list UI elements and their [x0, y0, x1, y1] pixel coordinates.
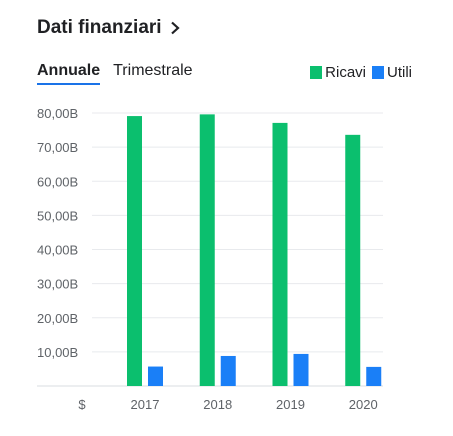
x-tick-label: 2020 [349, 397, 378, 412]
y-unit-label: $ [78, 397, 86, 412]
y-tick-label: 70,00B [37, 140, 78, 155]
y-tick-label: 80,00B [37, 106, 78, 121]
legend-item-revenue: Ricavi [310, 64, 366, 81]
x-tick-label: 2017 [131, 397, 160, 412]
chart-legend: Ricavi Utili [304, 64, 412, 81]
tab-annual[interactable]: Annuale [37, 62, 101, 85]
bar-revenue [127, 116, 142, 386]
legend-label-profit: Utili [387, 64, 412, 81]
section-title: Dati finanziari [37, 17, 162, 38]
y-tick-label: 30,00B [37, 277, 78, 292]
x-tick-label: 2019 [276, 397, 305, 412]
legend-swatch-profit [372, 66, 384, 79]
y-tick-label: 20,00B [37, 311, 78, 326]
y-tick-label: 40,00B [37, 243, 78, 258]
y-tick-label: 10,00B [37, 345, 78, 360]
legend-swatch-revenue [310, 66, 323, 79]
bar-profit [293, 353, 309, 386]
bar-profit [220, 355, 236, 386]
chevron-right-icon [170, 21, 180, 35]
tab-quarterly[interactable]: Trimestrale [113, 62, 193, 79]
bar-revenue [272, 122, 288, 387]
legend-label-revenue: Ricavi [325, 64, 366, 81]
period-tabs: Annuale Trimestrale [37, 62, 206, 85]
bar-profit [148, 366, 163, 386]
legend-item-profit: Utili [372, 64, 412, 81]
bar-revenue [345, 134, 361, 386]
financial-data-header[interactable]: Dati finanziari [37, 17, 180, 39]
bar-profit [366, 366, 382, 386]
y-tick-label: 60,00B [37, 174, 78, 189]
x-tick-label: 2018 [203, 397, 232, 412]
bar-revenue [199, 114, 215, 387]
y-tick-label: 50,00B [37, 208, 78, 223]
